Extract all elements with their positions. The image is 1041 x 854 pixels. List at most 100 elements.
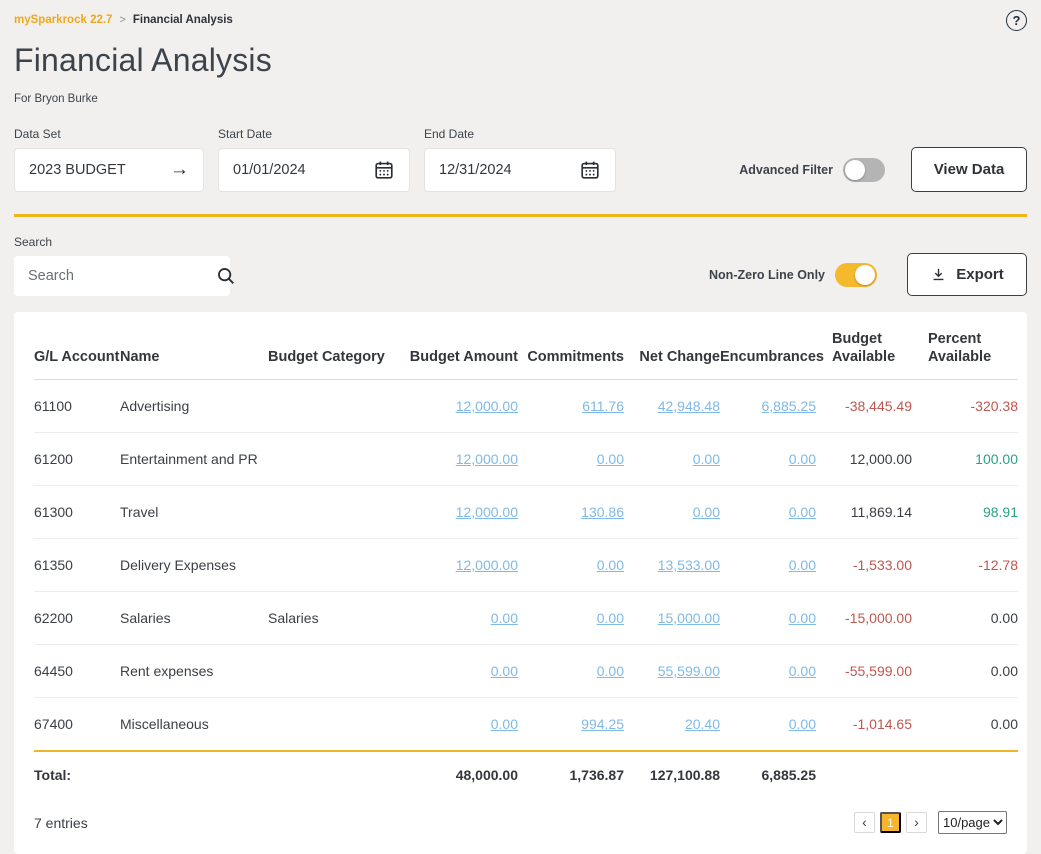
table-row: 61300 Travel 12,000.00 130.86 0.00 0.00 … — [34, 485, 1018, 540]
encumbrances-link[interactable]: 0.00 — [788, 557, 816, 574]
col-header-budget-category: Budget Category — [268, 312, 400, 381]
search-section: Search Non-Zero Line Only — [14, 235, 1027, 296]
net-change-link[interactable]: 0.00 — [692, 451, 720, 468]
budget-amount-link[interactable]: 12,000.00 — [455, 557, 518, 574]
cell-percent-available: 0.00 — [928, 591, 1018, 646]
export-button[interactable]: Export — [907, 253, 1027, 296]
encumbrances-link[interactable]: 0.00 — [788, 610, 816, 627]
filter-actions: Advanced Filter View Data — [739, 147, 1027, 192]
table-row: 67400 Miscellaneous 0.00 994.25 20.40 0.… — [34, 697, 1018, 753]
pagination: ‹ 1 › 10/page — [854, 811, 1007, 835]
download-icon — [930, 266, 947, 283]
nonzero-toggle-row: Non-Zero Line Only — [709, 262, 877, 287]
cell-budget-available: -1,533.00 — [832, 538, 928, 593]
nonzero-line-only-toggle[interactable] — [835, 262, 877, 287]
breadcrumb-home-link[interactable]: mySparkrock 22.7 — [14, 14, 113, 26]
dataset-field-group: Data Set 2023 BUDGET → — [14, 127, 204, 192]
export-button-label: Export — [956, 266, 1004, 283]
budget-amount-link[interactable]: 0.00 — [490, 716, 518, 733]
start-date-field[interactable]: 01/01/2024 — [218, 148, 410, 192]
search-icon[interactable] — [215, 265, 237, 287]
commitments-link[interactable]: 0.00 — [596, 663, 624, 680]
budget-amount-link[interactable]: 12,000.00 — [455, 451, 518, 468]
net-change-link[interactable]: 0.00 — [692, 504, 720, 521]
end-date-label: End Date — [424, 127, 475, 141]
cell-budget-category — [268, 644, 400, 699]
start-date-label: Start Date — [218, 127, 273, 141]
cell-percent-available: 0.00 — [928, 644, 1018, 699]
toggle-knob — [845, 159, 865, 180]
advanced-filter-row: Advanced Filter — [739, 157, 885, 182]
start-date-field-group: Start Date 01/01/2024 — [218, 127, 410, 192]
cell-gl-account: 64450 — [34, 644, 120, 699]
col-header-encumbrances: Encumbrances — [720, 312, 832, 381]
dataset-value: 2023 BUDGET — [29, 162, 126, 178]
table-row: 64450 Rent expenses 0.00 0.00 55,599.00 … — [34, 644, 1018, 699]
page-size-select[interactable]: 10/page — [938, 811, 1007, 835]
commitments-link[interactable]: 0.00 — [596, 610, 624, 627]
page-title: Financial Analysis — [14, 42, 272, 78]
calendar-icon[interactable] — [373, 159, 395, 181]
cell-name: Delivery Expenses — [120, 538, 268, 593]
encumbrances-link[interactable]: 0.00 — [788, 663, 816, 680]
encumbrances-link[interactable]: 0.00 — [788, 504, 816, 521]
cell-gl-account: 61100 — [34, 379, 120, 434]
cell-gl-account: 61200 — [34, 432, 120, 487]
financial-table: G/L Account Name Budget Category Budget … — [34, 312, 1018, 797]
end-date-field[interactable]: 12/31/2024 — [424, 148, 616, 192]
total-encumbrances: 6,885.25 — [761, 767, 817, 784]
cell-name: Advertising — [120, 379, 268, 434]
calendar-icon[interactable] — [579, 159, 601, 181]
encumbrances-link[interactable]: 6,885.25 — [761, 398, 817, 415]
cell-percent-available: 98.91 — [928, 485, 1018, 540]
page-1-button[interactable]: 1 — [880, 812, 901, 834]
net-change-link[interactable]: 55,599.00 — [657, 663, 720, 680]
prev-page-button[interactable]: ‹ — [854, 812, 875, 834]
table-row: 61200 Entertainment and PR 12,000.00 0.0… — [34, 432, 1018, 487]
end-date-value: 12/31/2024 — [439, 162, 512, 178]
total-net-change: 127,100.88 — [649, 767, 720, 784]
col-header-gl-account: G/L Account — [34, 312, 120, 381]
net-change-link[interactable]: 20.40 — [684, 716, 720, 733]
commitments-link[interactable]: 0.00 — [596, 557, 624, 574]
encumbrances-link[interactable]: 0.00 — [788, 451, 816, 468]
commitments-link[interactable]: 611.76 — [582, 398, 624, 415]
encumbrances-link[interactable]: 0.00 — [788, 716, 816, 733]
page-subtitle: For Bryon Burke — [14, 93, 98, 105]
search-input[interactable] — [28, 268, 215, 284]
dataset-label: Data Set — [14, 127, 61, 141]
commitments-link[interactable]: 994.25 — [581, 716, 624, 733]
total-commitments: 1,736.87 — [569, 767, 625, 784]
net-change-link[interactable]: 15,000.00 — [657, 610, 720, 627]
cell-budget-category — [268, 538, 400, 593]
view-data-button[interactable]: View Data — [911, 147, 1027, 192]
cell-percent-available: -320.38 — [928, 379, 1018, 434]
toggle-knob — [855, 264, 875, 285]
cell-budget-available: -55,599.00 — [832, 644, 928, 699]
cell-budget-category — [268, 697, 400, 753]
arrow-right-icon[interactable]: → — [170, 159, 189, 180]
search-box — [14, 256, 234, 296]
total-row: Total: 48,000.00 1,736.87 127,100.88 6,8… — [34, 751, 1018, 797]
cell-name: Travel — [120, 485, 268, 540]
budget-amount-link[interactable]: 12,000.00 — [455, 398, 518, 415]
cell-gl-account: 67400 — [34, 697, 120, 753]
commitments-link[interactable]: 130.86 — [581, 504, 624, 521]
cell-percent-available: 0.00 — [928, 697, 1018, 753]
budget-amount-link[interactable]: 12,000.00 — [455, 504, 518, 521]
advanced-filter-toggle[interactable] — [843, 157, 885, 182]
dataset-field[interactable]: 2023 BUDGET → — [14, 148, 204, 192]
commitments-link[interactable]: 0.00 — [596, 451, 624, 468]
advanced-filter-label: Advanced Filter — [739, 162, 833, 177]
help-icon[interactable]: ? — [1006, 10, 1027, 31]
breadcrumb-current: Financial Analysis — [132, 14, 233, 26]
col-header-net-change: Net Change — [624, 312, 720, 381]
next-page-button[interactable]: › — [906, 812, 927, 834]
net-change-link[interactable]: 42,948.48 — [657, 398, 720, 415]
budget-amount-link[interactable]: 0.00 — [490, 663, 518, 680]
cell-name: Salaries — [120, 591, 268, 646]
budget-amount-link[interactable]: 0.00 — [490, 610, 518, 627]
cell-percent-available: -12.78 — [928, 538, 1018, 593]
table-header-row: G/L Account Name Budget Category Budget … — [34, 312, 1018, 381]
net-change-link[interactable]: 13,533.00 — [657, 557, 720, 574]
